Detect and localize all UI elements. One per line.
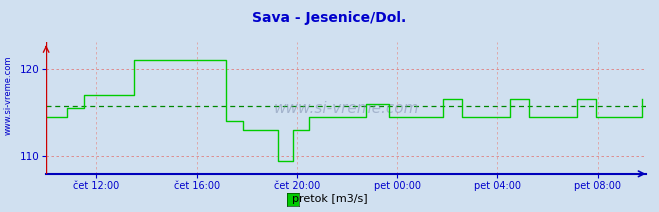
Text: www.si-vreme.com: www.si-vreme.com bbox=[3, 56, 13, 135]
Text: Sava - Jesenice/Dol.: Sava - Jesenice/Dol. bbox=[252, 11, 407, 25]
Text: www.si-vreme.com: www.si-vreme.com bbox=[273, 101, 418, 116]
Text: pretok [m3/s]: pretok [m3/s] bbox=[292, 194, 367, 204]
